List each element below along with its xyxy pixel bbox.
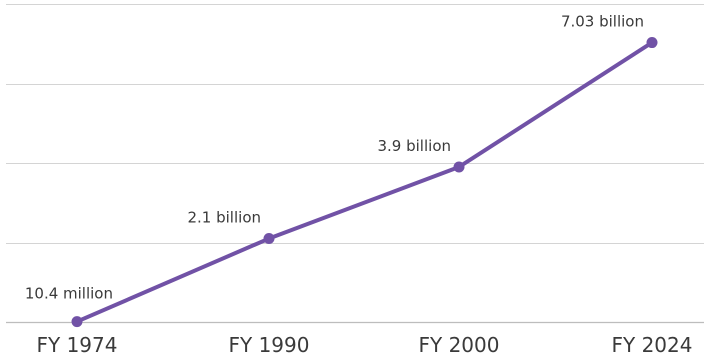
data-label: 2.1 billion — [188, 209, 262, 227]
data-point — [646, 37, 658, 49]
x-tick-label: FY 2024 — [612, 333, 693, 357]
data-point — [71, 316, 83, 328]
data-labels: 10.4 million 2.1 billion 3.9 billion 7.03 b… — [25, 13, 644, 303]
data-point — [453, 161, 465, 173]
gridlines — [6, 4, 704, 324]
series-line — [75, 40, 654, 324]
data-point — [263, 233, 275, 245]
x-tick-label: FY 1990 — [229, 333, 310, 357]
data-label: 10.4 million — [25, 285, 113, 303]
data-label: 3.9 billion — [378, 137, 452, 155]
x-tick-label: FY 2000 — [419, 333, 500, 357]
x-tick-label: FY 1974 — [37, 333, 118, 357]
series-layer — [71, 37, 658, 328]
data-label: 7.03 billion — [561, 13, 644, 31]
x-axis-tick-labels: FY 1974 FY 1990 FY 2000 FY 2024 — [37, 333, 693, 357]
